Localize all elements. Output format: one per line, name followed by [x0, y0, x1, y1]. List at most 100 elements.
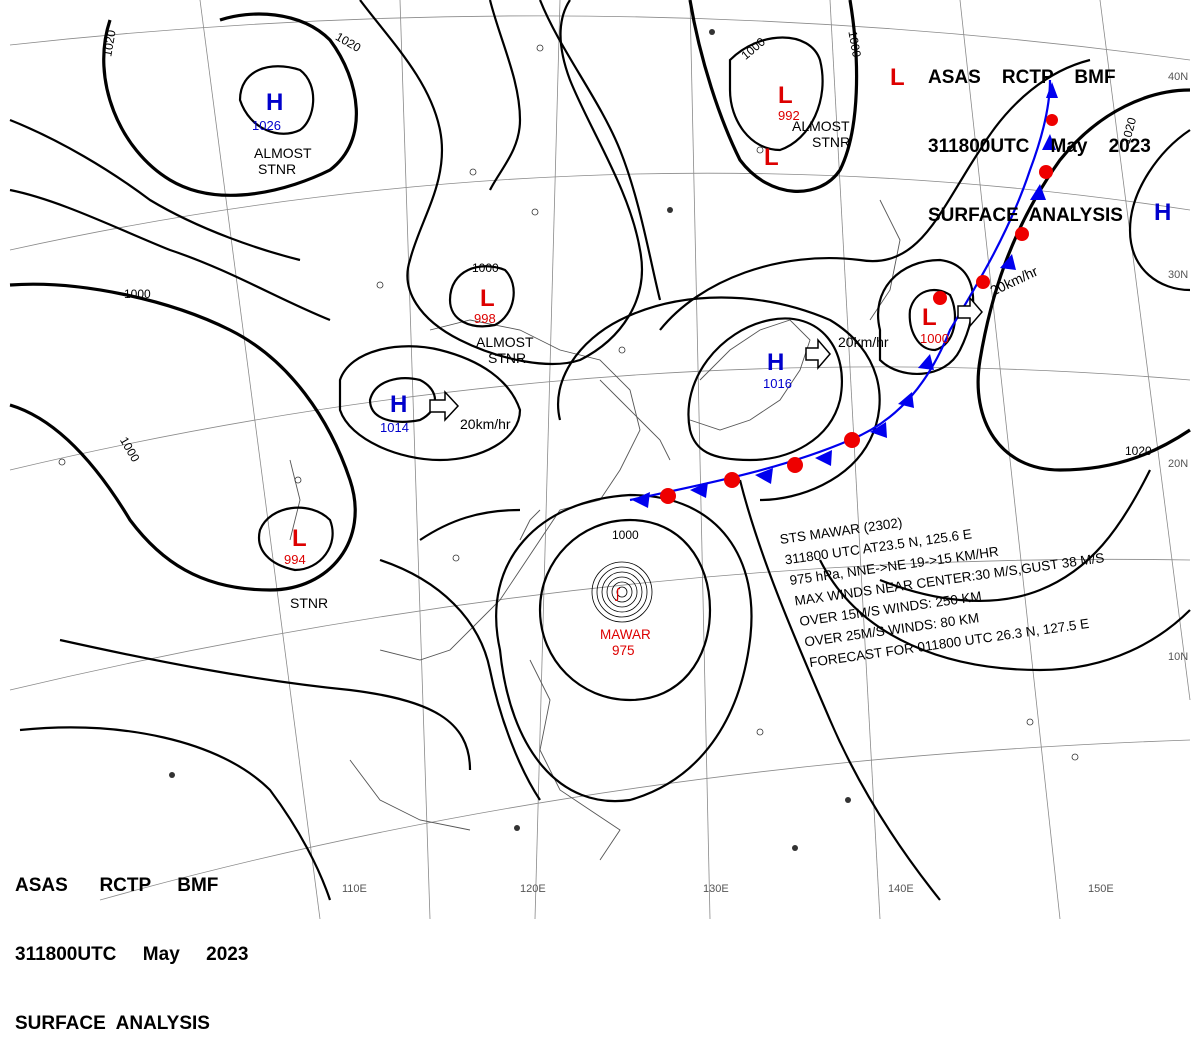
low-pressure: 1000	[920, 331, 949, 346]
motion-label: 20km/hr	[838, 334, 889, 350]
warm-front	[660, 114, 1058, 504]
high-letter: H	[1154, 199, 1171, 226]
lon-label: 140E	[888, 883, 914, 895]
lat-label: 30N	[1168, 269, 1188, 281]
high-pressure: 1026	[252, 118, 281, 133]
lat-label: 20N	[1168, 458, 1188, 470]
isobar-line	[538, 518, 712, 702]
isobar-line	[495, 493, 753, 803]
cold-front	[629, 79, 1058, 508]
isobar-line	[879, 469, 1151, 603]
isobar-label: 1020	[1125, 444, 1152, 458]
low-letter: L	[764, 144, 779, 171]
lon-label: 110E	[342, 883, 367, 895]
stnr-line2: STNR	[258, 161, 296, 177]
isobar-line	[102, 12, 358, 197]
high-pressure: 1016	[763, 376, 792, 391]
low-1: L 992	[778, 82, 800, 123]
isobar-line	[1128, 129, 1191, 292]
low-letter: L	[922, 304, 937, 331]
isobar-line	[488, 0, 522, 191]
stnr-note-2: ALMOST STNR	[792, 118, 850, 150]
low-2: L	[764, 144, 779, 171]
isobar-line	[257, 506, 334, 572]
stnr-line2: STNR	[290, 595, 328, 611]
isobar-line	[738, 479, 941, 901]
isobar-label: 1020	[100, 29, 118, 58]
low-5: L 1000	[920, 304, 949, 346]
isobar-line	[379, 558, 541, 801]
typhoon-symbol: ʃ	[591, 561, 653, 623]
high-letter: H	[390, 391, 407, 418]
header-bottom-line3: SURFACE ANALYSIS	[15, 1013, 210, 1034]
typhoon-name: MAWAR	[600, 627, 651, 642]
low-3: L	[890, 64, 905, 91]
lat-label: 10N	[1168, 651, 1188, 663]
motion-label: 20km/hr	[460, 416, 511, 432]
lat-label: 40N	[1168, 71, 1188, 83]
low-letter: L	[890, 64, 905, 91]
isobar-line	[976, 88, 1191, 472]
stnr-line1: ALMOST	[254, 145, 312, 161]
weather-map: ʃ H 1026 H 1014 H 1016 H	[9, 0, 1191, 919]
isobar-line	[538, 0, 662, 301]
isobar-line	[419, 508, 521, 541]
high-1: H 1026	[252, 89, 283, 133]
isobar-line	[448, 265, 515, 328]
high-letter: H	[266, 89, 283, 116]
isobar-line	[728, 36, 824, 152]
isobars	[9, 0, 1191, 901]
stnr-line1: ALMOST	[476, 334, 534, 350]
isobar-line	[359, 0, 643, 366]
header-top: ASAS RCTP BMF 311800UTC May 2023 SURFACE…	[928, 20, 1151, 250]
low-4: L 998	[474, 285, 496, 326]
stnr-line2: STNR	[812, 134, 850, 150]
stnr-note-3: ALMOST STNR	[476, 334, 534, 366]
stnr-line2: STNR	[488, 350, 526, 366]
isobar-line	[9, 282, 357, 592]
low-letter: L	[778, 82, 793, 109]
low-pressure: 994	[284, 552, 306, 567]
isobar-line	[238, 65, 315, 135]
isobar-label: 1000	[124, 287, 151, 301]
low-pressure: 992	[778, 108, 800, 123]
high-pressure: 1014	[380, 420, 409, 435]
header-top-line3: SURFACE ANALYSIS	[928, 205, 1123, 226]
header-top-line1: ASAS RCTP BMF	[928, 67, 1116, 88]
lon-label: 150E	[1088, 883, 1114, 895]
stnr-note-4: STNR	[290, 595, 328, 611]
isobar-line	[687, 317, 843, 462]
stnr-note-1: ALMOST STNR	[254, 145, 312, 177]
isobar-line	[557, 296, 881, 502]
isobar-line	[819, 559, 1191, 672]
isobar-line	[9, 118, 301, 262]
header-top-line2: 311800UTC May 2023	[928, 136, 1151, 157]
isobar-label: 1020	[1119, 116, 1140, 146]
high-4: H	[1154, 199, 1171, 226]
isobar-label: 1000	[845, 30, 863, 59]
isobar-line	[659, 58, 1091, 331]
typhoon-pressure: 975	[612, 643, 635, 658]
isobar-line	[19, 726, 332, 901]
isobar-label: 1000	[472, 261, 499, 275]
high-letter: H	[767, 349, 784, 376]
isobar-line	[338, 345, 522, 462]
low-6: L 994	[284, 525, 307, 567]
isobar-line	[9, 188, 331, 322]
motion-arrows	[429, 295, 983, 422]
header-bottom-line1: ASAS RCTP BMF	[15, 875, 219, 896]
lon-label: 130E	[703, 883, 729, 895]
graticule	[9, 0, 1191, 919]
isobar-line	[908, 288, 957, 352]
svg-text:ʃ: ʃ	[615, 585, 621, 601]
stnr-line1: ALMOST	[792, 118, 850, 134]
isobar-label: 1000	[612, 528, 639, 542]
isobar-line	[59, 638, 472, 771]
station-plots	[58, 29, 1079, 851]
high-2: H 1014	[380, 391, 409, 435]
low-letter: L	[480, 285, 495, 312]
low-letter: L	[292, 525, 307, 552]
isobar-line	[688, 0, 859, 193]
header-bottom: ASAS RCTP BMF 311800UTC May 2023 SURFACE…	[15, 828, 248, 1058]
low-pressure: 998	[474, 311, 496, 326]
